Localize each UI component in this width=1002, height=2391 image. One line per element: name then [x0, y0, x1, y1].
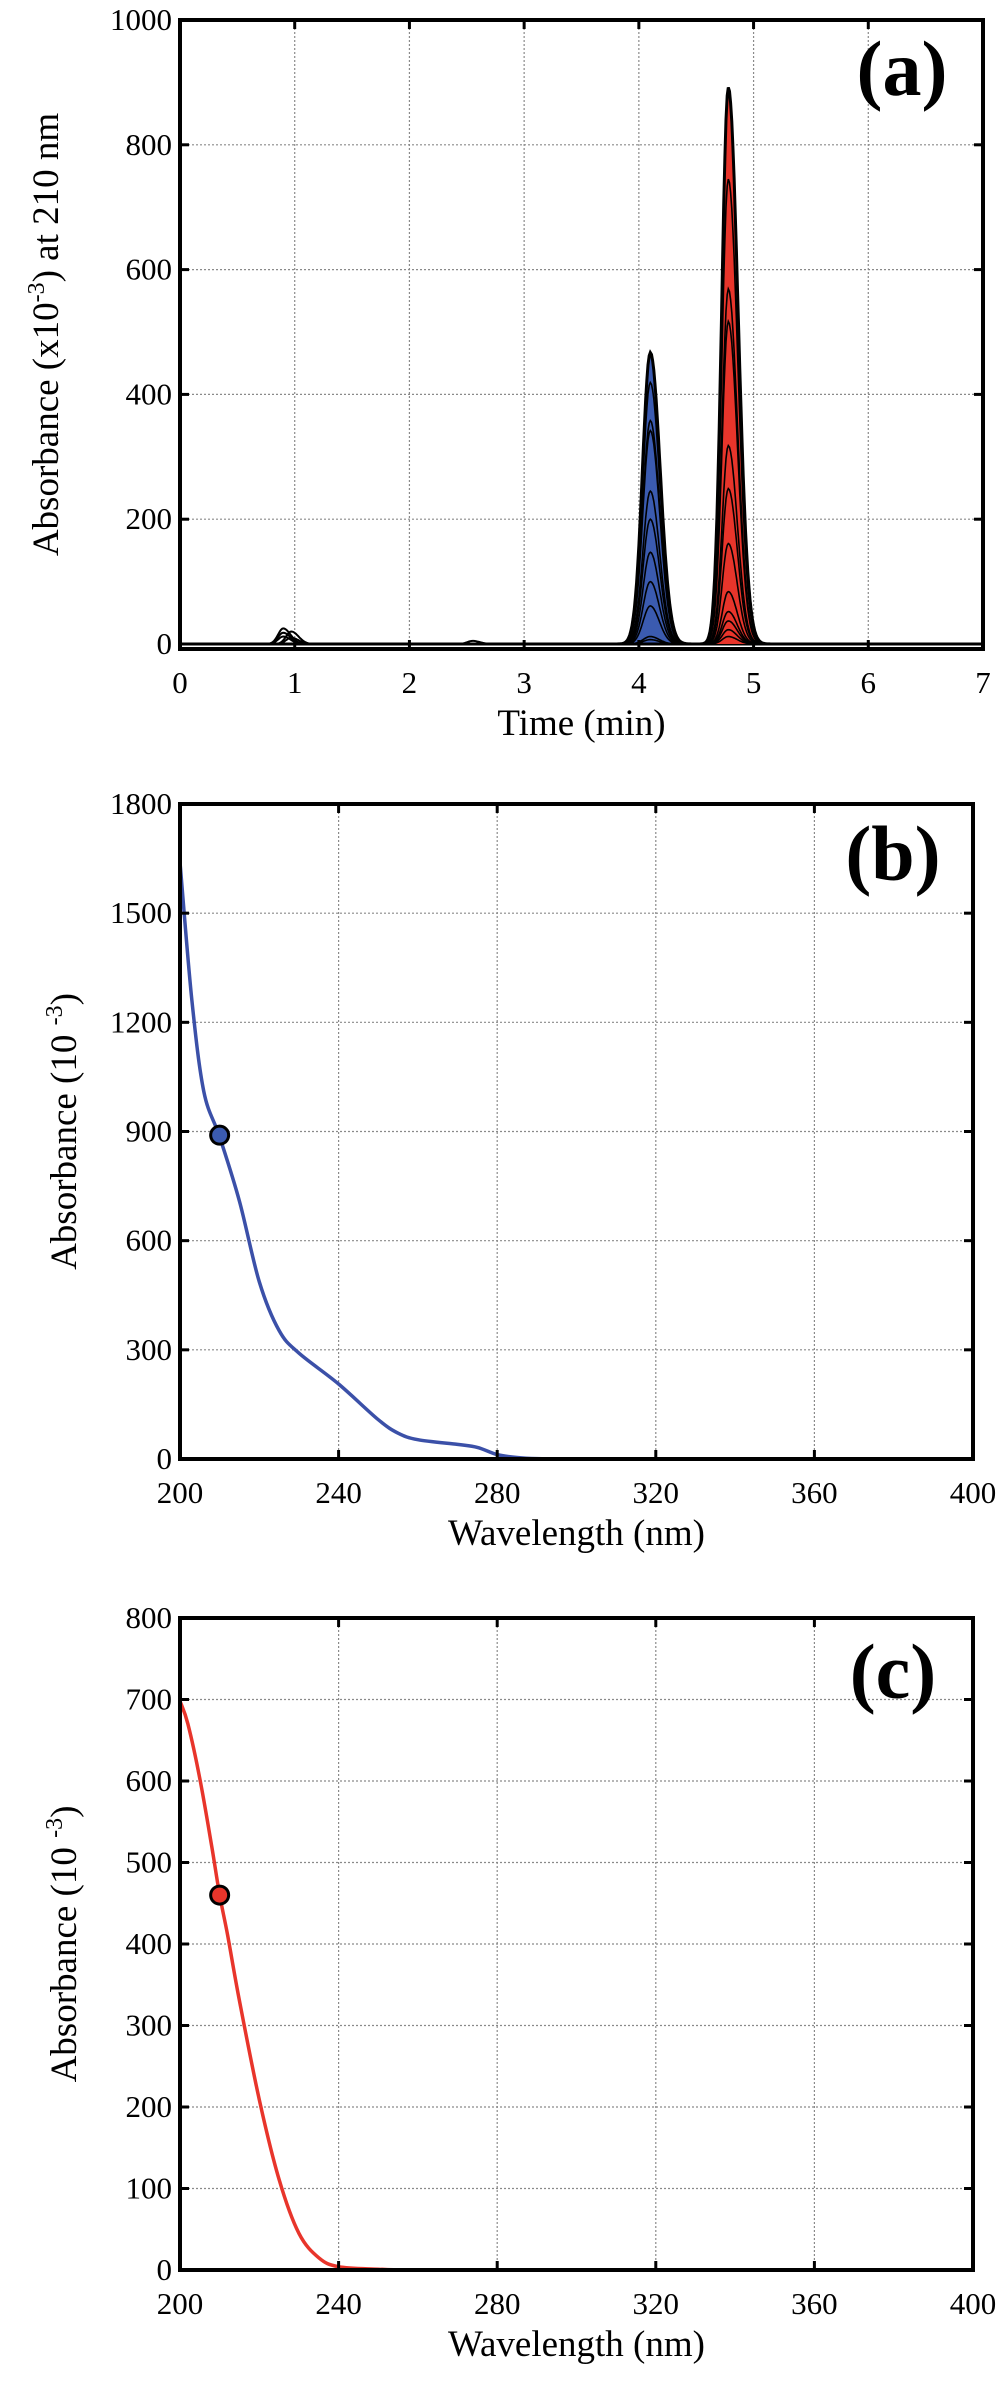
chromatogram-line	[180, 518, 983, 645]
chromatogram-line	[180, 429, 983, 645]
y-axis-label-tail: )	[44, 1806, 85, 1818]
y-tick-label: 400	[126, 1926, 173, 1961]
panel-label: (c)	[850, 1628, 937, 1715]
x-tick-label: 360	[791, 2286, 838, 2321]
chromatogram-line	[180, 542, 983, 645]
chromatogram-line	[180, 443, 983, 645]
panel-label: (b)	[845, 810, 940, 897]
y-axis-label: Absorbance (10 -3)	[42, 1806, 85, 2083]
x-axis-label: Wavelength (nm)	[448, 2324, 705, 2365]
chromatogram-line	[180, 86, 983, 646]
x-axis-label: Time (min)	[497, 703, 665, 744]
chromatogram-line	[180, 318, 983, 645]
x-tick-label: 200	[157, 1475, 204, 1510]
x-tick-label: 5	[746, 665, 762, 700]
x-tick-label: 1	[287, 665, 303, 700]
x-tick-label: 320	[633, 1475, 680, 1510]
y-tick-label: 200	[126, 501, 173, 536]
y-axis-label-exponent: -3	[42, 1818, 68, 1838]
y-tick-label: 1000	[110, 2, 172, 37]
y-tick-label: 0	[157, 626, 173, 661]
y-tick-label: 100	[126, 2171, 173, 2206]
spectrum-line	[178, 862, 973, 1461]
x-tick-label: 400	[950, 1475, 997, 1510]
x-tick-label: 2	[402, 665, 418, 700]
chromatogram-line	[180, 380, 983, 645]
chromatogram-line	[180, 350, 983, 645]
y-axis-label-main: Absorbance (x10	[26, 302, 67, 556]
x-tick-label: 360	[791, 1475, 838, 1510]
x-axis-label: Wavelength (nm)	[448, 1513, 705, 1554]
spectrum-line	[178, 1700, 973, 2272]
y-tick-label: 0	[157, 2252, 173, 2287]
y-tick-label: 300	[126, 2008, 173, 2043]
panel-label: (a)	[857, 25, 948, 112]
chromatogram-line	[180, 349, 983, 646]
peak-fill-1	[610, 352, 702, 645]
chromatogram-line	[180, 87, 983, 645]
chromatogram-line	[180, 419, 983, 645]
y-axis-label-tail: ) at 210 nm	[26, 113, 67, 283]
x-tick-label: 4	[631, 665, 647, 700]
y-tick-label: 800	[126, 127, 173, 162]
y-tick-label: 600	[126, 1223, 173, 1258]
y-axis-label-main: Absorbance (10	[44, 1838, 85, 2083]
y-axis-label: Absorbance (x10-3) at 210 nm	[24, 113, 67, 557]
y-tick-label: 1800	[110, 786, 172, 821]
chromatogram-line	[180, 178, 983, 645]
x-tick-label: 6	[861, 665, 877, 700]
chart-panel-3: 200 240 280 320 360 400 0 100 200 300 400 500 600 700…	[42, 1600, 996, 2365]
x-tick-label: 3	[516, 665, 532, 700]
y-tick-label: 800	[126, 1600, 173, 1635]
y-tick-label: 300	[126, 1332, 173, 1367]
chart-panel-2: 200 240 280 320 360 400 0 300 600 900 1200 1500 1800…	[42, 786, 996, 1554]
y-axis-label-exponent: -3	[24, 282, 50, 302]
y-tick-label: 1200	[110, 1004, 172, 1039]
x-tick-label: 240	[315, 1475, 362, 1510]
marker-point	[209, 1124, 231, 1146]
x-tick-label: 400	[950, 2286, 997, 2321]
x-tick-label: 320	[633, 2286, 680, 2321]
x-tick-label: 280	[474, 1475, 521, 1510]
chromatogram-line	[180, 590, 983, 645]
y-tick-label: 1500	[110, 895, 172, 930]
x-tick-label: 280	[474, 2286, 521, 2321]
y-tick-label: 700	[126, 1682, 173, 1717]
y-tick-label: 500	[126, 1845, 173, 1880]
chromatogram-line	[180, 580, 983, 645]
y-axis-label: Absorbance (10 -3)	[42, 993, 85, 1270]
y-tick-label: 600	[126, 252, 173, 287]
y-tick-label: 900	[126, 1114, 173, 1149]
chromatogram-line	[180, 286, 983, 645]
y-axis-label-tail: )	[44, 993, 85, 1005]
chromatogram-line	[180, 487, 983, 645]
y-tick-label: 200	[126, 2089, 173, 2124]
y-axis-label-exponent: -3	[42, 1005, 68, 1025]
x-tick-label: 240	[315, 2286, 362, 2321]
chromatogram-line	[180, 551, 983, 645]
y-axis-label-main: Absorbance (10	[44, 1025, 85, 1270]
chart-panel-1: 0 1 2 3 4 5 6 7 0 200 400 600 800 1000 Time (min) Absor…	[24, 2, 991, 744]
y-tick-label: 0	[157, 1441, 173, 1476]
chromatogram-line	[180, 489, 983, 645]
x-tick-label: 200	[157, 2286, 204, 2321]
x-tick-label: 7	[975, 665, 991, 700]
y-tick-label: 600	[126, 1763, 173, 1798]
y-tick-label: 400	[126, 376, 173, 411]
plot-frame	[178, 18, 985, 651]
marker-point	[209, 1884, 231, 1906]
x-tick-label: 0	[172, 665, 188, 700]
